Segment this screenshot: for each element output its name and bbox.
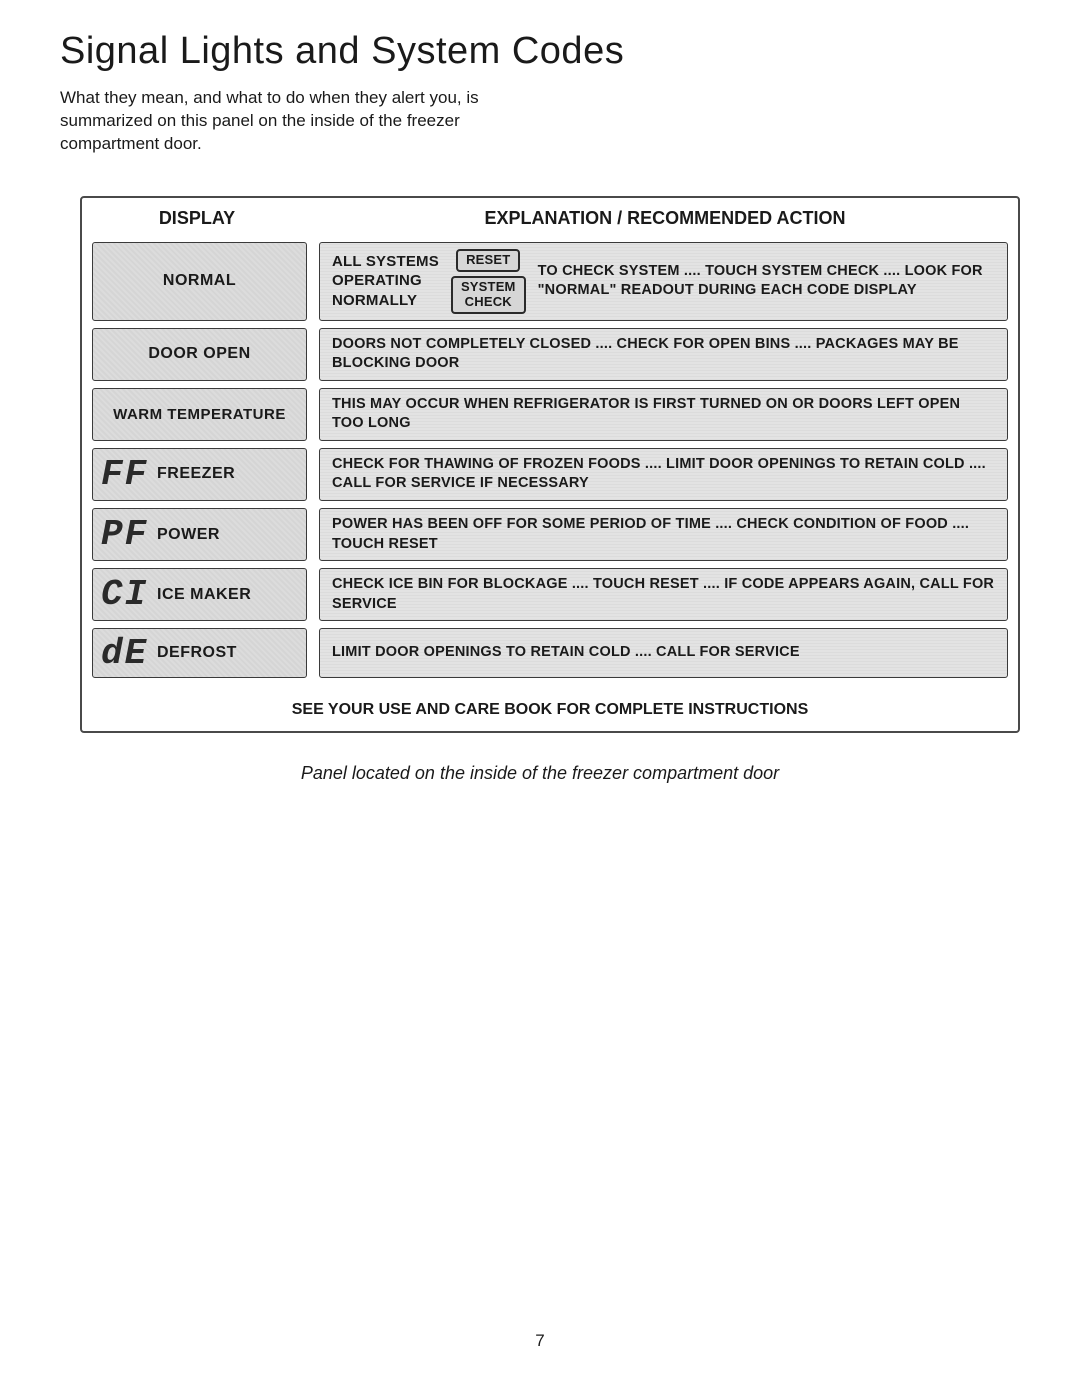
segment-code: PF [101, 514, 157, 555]
row-warm-temperature: WARM TEMPERATURE THIS MAY OCCUR WHEN REF… [92, 388, 1008, 441]
codes-panel: DISPLAY EXPLANATION / RECOMMENDED ACTION… [80, 196, 1020, 733]
row-door-open: DOOR OPEN DOORS NOT COMPLETELY CLOSED ..… [92, 328, 1008, 381]
system-check-button-graphic: SYSTEM CHECK [451, 276, 526, 314]
manual-page: Signal Lights and System Codes What they… [0, 0, 1080, 1375]
panel-wrap: DISPLAY EXPLANATION / RECOMMENDED ACTION… [80, 196, 1020, 733]
explanation-box: CHECK ICE BIN FOR BLOCKAGE .... TOUCH RE… [319, 568, 1008, 621]
row-ice-maker: CI ICE MAKER CHECK ICE BIN FOR BLOCKAGE … [92, 568, 1008, 621]
header-row: DISPLAY EXPLANATION / RECOMMENDED ACTION [82, 198, 1018, 235]
display-box: FF FREEZER [92, 448, 307, 501]
display-label: WARM TEMPERATURE [101, 406, 298, 423]
segment-code: CI [101, 574, 157, 615]
display-box: dE DEFROST [92, 628, 307, 678]
explanation-box: LIMIT DOOR OPENINGS TO RETAIN COLD .... … [319, 628, 1008, 678]
display-box: CI ICE MAKER [92, 568, 307, 621]
display-label: DEFROST [157, 644, 298, 662]
display-label: POWER [157, 526, 298, 544]
header-explanation: EXPLANATION / RECOMMENDED ACTION [312, 208, 1018, 229]
display-box: NORMAL [92, 242, 307, 321]
panel-footer-note: SEE YOUR USE AND CARE BOOK FOR COMPLETE … [82, 691, 1018, 731]
display-label: DOOR OPEN [101, 345, 298, 363]
intro-text: What they mean, and what to do when they… [60, 87, 540, 156]
explanation-box: POWER HAS BEEN OFF FOR SOME PERIOD OF TI… [319, 508, 1008, 561]
mini-button-stack: RESET SYSTEM CHECK [451, 249, 526, 314]
panel-caption: Panel located on the inside of the freez… [60, 763, 1020, 784]
display-label: FREEZER [157, 465, 298, 483]
normal-explanation-layout: ALL SYSTEMS OPERATING NORMALLY RESET SYS… [332, 249, 995, 314]
rows-container: NORMAL ALL SYSTEMS OPERATING NORMALLY RE… [82, 242, 1018, 691]
explanation-box: THIS MAY OCCUR WHEN REFRIGERATOR IS FIRS… [319, 388, 1008, 441]
row-normal: NORMAL ALL SYSTEMS OPERATING NORMALLY RE… [92, 242, 1008, 321]
row-defrost: dE DEFROST LIMIT DOOR OPENINGS TO RETAIN… [92, 628, 1008, 678]
page-number: 7 [0, 1331, 1080, 1351]
display-box: DOOR OPEN [92, 328, 307, 381]
explanation-box: ALL SYSTEMS OPERATING NORMALLY RESET SYS… [319, 242, 1008, 321]
normal-right-text: TO CHECK SYSTEM .... TOUCH SYSTEM CHECK … [538, 262, 995, 301]
display-label: ICE MAKER [157, 586, 298, 604]
header-display: DISPLAY [82, 208, 312, 229]
display-box: PF POWER [92, 508, 307, 561]
row-freezer: FF FREEZER CHECK FOR THAWING OF FROZEN F… [92, 448, 1008, 501]
row-power: PF POWER POWER HAS BEEN OFF FOR SOME PER… [92, 508, 1008, 561]
normal-left-text: ALL SYSTEMS OPERATING NORMALLY [332, 252, 439, 311]
segment-code: FF [101, 454, 157, 495]
reset-button-graphic: RESET [456, 249, 520, 272]
display-box: WARM TEMPERATURE [92, 388, 307, 441]
explanation-box: DOORS NOT COMPLETELY CLOSED .... CHECK F… [319, 328, 1008, 381]
display-label: NORMAL [101, 272, 298, 290]
segment-code: dE [101, 633, 157, 674]
page-title: Signal Lights and System Codes [60, 30, 1020, 73]
explanation-box: CHECK FOR THAWING OF FROZEN FOODS .... L… [319, 448, 1008, 501]
